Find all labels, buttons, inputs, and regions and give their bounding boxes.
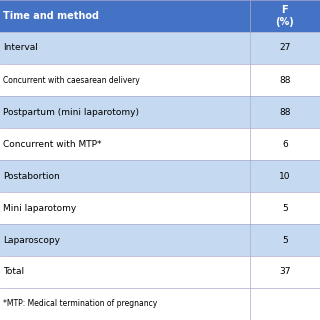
FancyBboxPatch shape	[0, 0, 250, 32]
FancyBboxPatch shape	[250, 64, 320, 96]
Text: 5: 5	[282, 204, 288, 212]
FancyBboxPatch shape	[250, 32, 320, 64]
Text: *MTP: Medical termination of pregnancy: *MTP: Medical termination of pregnancy	[3, 300, 157, 308]
Text: Mini laparotomy: Mini laparotomy	[3, 204, 76, 212]
Text: 10: 10	[279, 172, 291, 180]
Text: 6: 6	[282, 140, 288, 148]
Text: Concurrent with MTP*: Concurrent with MTP*	[3, 140, 102, 148]
FancyBboxPatch shape	[250, 288, 320, 320]
FancyBboxPatch shape	[0, 32, 250, 64]
FancyBboxPatch shape	[0, 128, 250, 160]
Text: Postabortion: Postabortion	[3, 172, 60, 180]
FancyBboxPatch shape	[250, 128, 320, 160]
FancyBboxPatch shape	[0, 96, 250, 128]
FancyBboxPatch shape	[0, 192, 250, 224]
FancyBboxPatch shape	[0, 256, 250, 288]
Text: Interval: Interval	[3, 44, 38, 52]
FancyBboxPatch shape	[250, 0, 320, 32]
Text: 88: 88	[279, 76, 291, 84]
FancyBboxPatch shape	[250, 160, 320, 192]
Text: 88: 88	[279, 108, 291, 116]
FancyBboxPatch shape	[250, 96, 320, 128]
Text: Laparoscopy: Laparoscopy	[3, 236, 60, 244]
Text: 27: 27	[279, 44, 291, 52]
FancyBboxPatch shape	[250, 192, 320, 224]
FancyBboxPatch shape	[0, 288, 250, 320]
FancyBboxPatch shape	[250, 256, 320, 288]
Text: 37: 37	[279, 268, 291, 276]
Text: Concurrent with caesarean delivery: Concurrent with caesarean delivery	[3, 76, 140, 84]
Text: F
(%): F (%)	[276, 5, 294, 27]
Text: Time and method: Time and method	[3, 11, 99, 21]
FancyBboxPatch shape	[250, 224, 320, 256]
Text: 5: 5	[282, 236, 288, 244]
Text: Total: Total	[3, 268, 24, 276]
FancyBboxPatch shape	[0, 224, 250, 256]
Text: Postpartum (mini laparotomy): Postpartum (mini laparotomy)	[3, 108, 139, 116]
FancyBboxPatch shape	[0, 64, 250, 96]
FancyBboxPatch shape	[0, 160, 250, 192]
